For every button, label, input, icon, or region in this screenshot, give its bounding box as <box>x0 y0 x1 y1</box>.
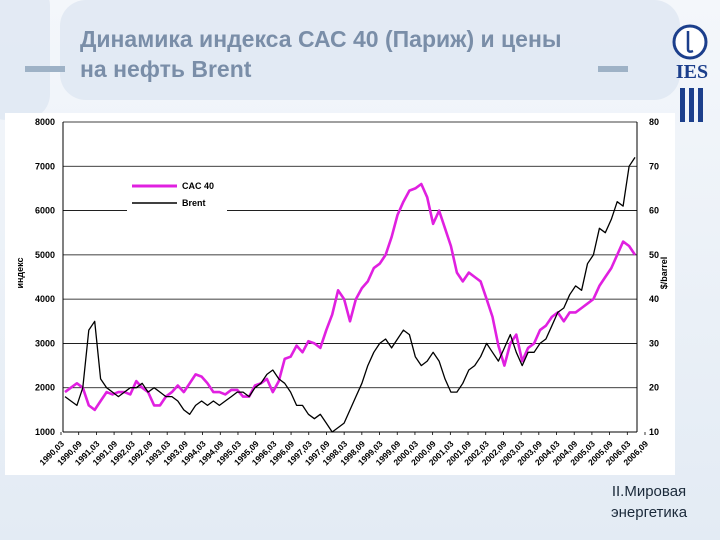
slide-title-line-1: Динамика индекса САС 40 (Париж) и цены <box>80 26 562 52</box>
left-tick-label: 5000 <box>35 250 55 260</box>
series-line-cac40 <box>64 182 637 412</box>
left-tick-label: 7000 <box>35 161 55 171</box>
right-tick-label: 80 <box>649 117 659 127</box>
decorative-panel-left <box>0 0 50 120</box>
slide-title: Динамика индекса САС 40 (Париж) и цены н… <box>80 24 670 84</box>
chart-lines <box>64 157 637 433</box>
slide-title-line-2: на нефть Brent <box>80 56 252 82</box>
series-line-brent <box>64 157 636 433</box>
left-tick-label: 2000 <box>35 383 55 393</box>
logo-lettering: IES <box>676 61 708 83</box>
legend-label-cac40: CAC 40 <box>182 181 214 191</box>
legend-label-brent: Brent <box>182 198 206 208</box>
decorative-panel-top <box>60 0 680 100</box>
section-label-line-2: энергетика <box>610 504 688 521</box>
chart-legend: CAC 40 Brent <box>127 178 227 214</box>
right-tick-label: 30 <box>649 338 659 348</box>
x-axis-ticks: 1990,031990,091991,031991,091992,031992,… <box>37 432 650 467</box>
left-axis-ticks: 1000 2000 3000 4000 5000 6000 7000 8000 <box>35 117 55 437</box>
left-tick-label: 3000 <box>35 338 55 348</box>
left-tick-label: 8000 <box>35 117 55 127</box>
chart-axes <box>62 122 638 433</box>
right-tick-label: 40 <box>649 294 659 304</box>
right-tick-label: 70 <box>649 161 659 171</box>
right-tick-label: 20 <box>649 383 659 393</box>
cac40-brent-chart: 1000 2000 3000 4000 5000 6000 7000 8000 10 20 30 4… <box>15 117 669 467</box>
section-label: II.Мировая энергетика <box>584 481 714 523</box>
chart-panel: 1000 2000 3000 4000 5000 6000 7000 8000 10 20 30 4… <box>5 113 675 475</box>
right-axis-label: $/barrel <box>659 257 669 290</box>
left-axis-label: индекс <box>15 257 25 288</box>
section-label-line-1: II.Мировая <box>611 483 687 500</box>
decorative-rule-left <box>25 66 65 72</box>
left-tick-label: 1000 <box>35 427 55 437</box>
right-tick-label: 50 <box>649 250 659 260</box>
left-tick-label: 4000 <box>35 294 55 304</box>
right-tick-label: 10 <box>649 427 659 437</box>
right-axis-ticks: 10 20 30 40 50 60 70 80 <box>649 117 659 437</box>
left-tick-label: 6000 <box>35 206 55 216</box>
chart-grid <box>63 121 637 389</box>
ies-logo: IES <box>672 24 708 122</box>
decorative-rule-right <box>598 66 628 72</box>
right-tick-label: 60 <box>649 206 659 216</box>
